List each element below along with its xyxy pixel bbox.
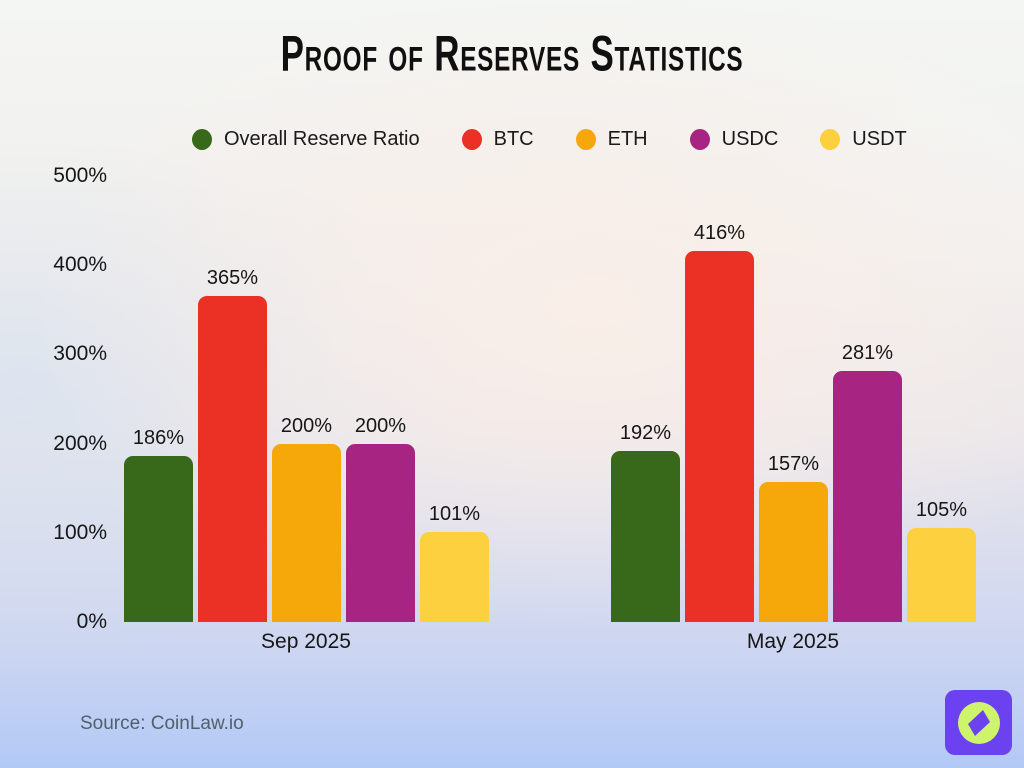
legend-dot-icon (461, 128, 482, 150)
legend-item: BTC (461, 127, 534, 151)
bar-value-label: 200% (354, 415, 407, 437)
bar (346, 444, 415, 622)
bar-value-label: 157% (767, 453, 820, 475)
legend-item: USDT (820, 127, 907, 151)
legend-dot-icon (820, 128, 841, 150)
source-credit: Source: CoinLaw.io (80, 713, 244, 734)
bar-value-label: 365% (206, 267, 259, 289)
bar (124, 456, 193, 622)
chart-title: Proof of Reserves Statistics (280, 24, 744, 82)
legend-dot-icon (192, 128, 212, 150)
bar (272, 444, 341, 622)
legend-label: ETH (607, 127, 648, 150)
legend-item: ETH (575, 127, 648, 151)
bar (907, 528, 976, 622)
bar-value-label: 105% (915, 499, 968, 521)
legend-dot-icon (575, 128, 596, 150)
bar (420, 532, 489, 622)
legend-label: Overall Reserve Ratio (224, 127, 420, 150)
y-axis-tick-label: 500% (53, 164, 107, 187)
y-axis-tick-label: 200% (53, 431, 107, 455)
bar-value-label: 101% (428, 503, 481, 525)
y-axis-tick-label: 300% (53, 342, 107, 366)
legend-item: Overall Reserve Ratio (192, 128, 420, 151)
bar-value-label: 281% (841, 342, 894, 364)
bar (833, 371, 902, 622)
y-axis-tick-label: 400% (53, 253, 107, 277)
legend-dot-icon (689, 128, 710, 150)
bar (685, 251, 754, 622)
bar-value-label: 200% (280, 415, 333, 437)
legend-item: USDC (689, 127, 779, 151)
bar-value-label: 192% (619, 422, 672, 444)
legend-label: USDC (721, 127, 779, 150)
bar (759, 482, 828, 622)
bar (611, 451, 680, 622)
bar-value-label: 186% (132, 427, 185, 449)
y-axis-tick-label: 0% (76, 610, 107, 633)
legend-label: BTC (493, 127, 534, 150)
compass-icon (957, 701, 1000, 744)
bar-value-label: 416% (693, 222, 746, 244)
category-label: May 2025 (746, 630, 840, 653)
y-axis-tick-label: 100% (53, 520, 107, 544)
category-label: Sep 2025 (261, 630, 351, 653)
bar (198, 296, 267, 622)
coinlaw-logo (945, 690, 1012, 755)
legend: Overall Reserve Ratio BTC ETH USDC USDT (192, 125, 907, 153)
legend-label: USDT (852, 127, 907, 150)
